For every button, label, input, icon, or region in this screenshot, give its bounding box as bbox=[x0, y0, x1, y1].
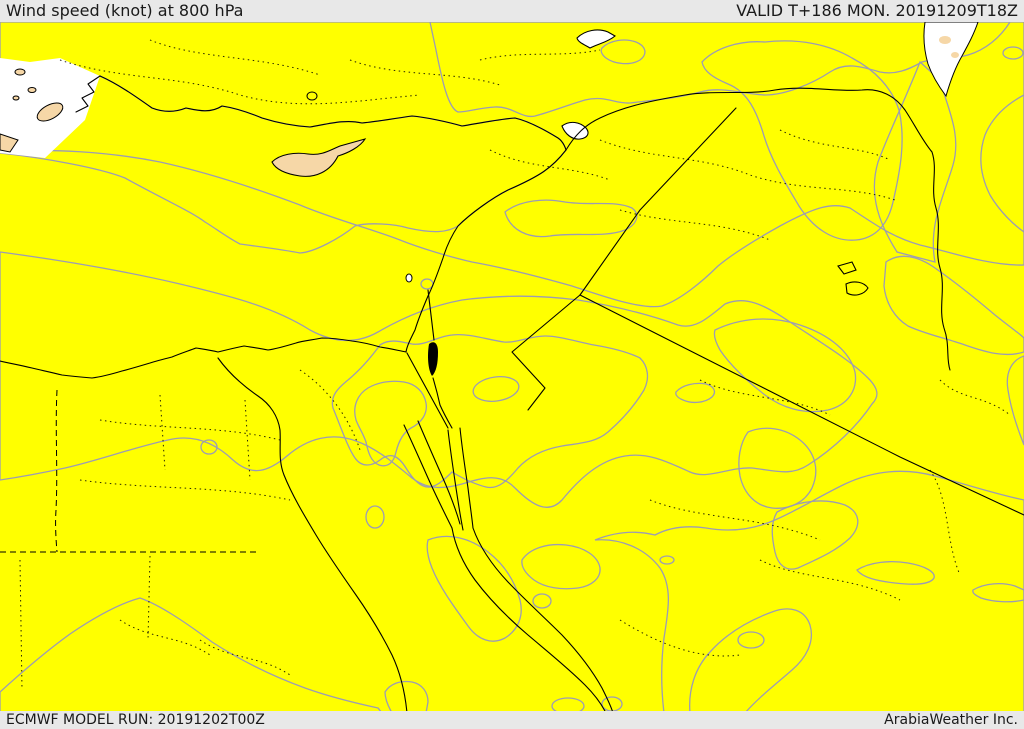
red-sea-east-shore bbox=[472, 527, 613, 711]
region-southwest-tan bbox=[0, 597, 382, 711]
yellow-pockets-southeast bbox=[689, 318, 859, 711]
region-gold-west-center bbox=[0, 251, 878, 508]
region-nile-calm-spot bbox=[384, 680, 429, 711]
region-base-yellow bbox=[0, 22, 1024, 711]
lake-urmia-region bbox=[923, 22, 979, 98]
coastlines bbox=[0, 75, 567, 379]
region-north-tan-band bbox=[0, 22, 1024, 308]
region-gold-sinai-wedge bbox=[426, 535, 522, 642]
sea-of-galilee bbox=[405, 273, 413, 283]
aegean-islands bbox=[0, 68, 64, 153]
branding-label: ArabiaWeather Inc. bbox=[884, 712, 1018, 728]
calm-white-spots bbox=[200, 22, 979, 711]
region-ne-yellow-channel bbox=[873, 60, 957, 263]
border-turkey-syria-iran bbox=[565, 87, 951, 371]
model-run-label: ECMWF MODEL RUN: 20191202T00Z bbox=[6, 712, 265, 728]
gold-band-regions bbox=[0, 40, 1024, 711]
deep-orange-cores bbox=[354, 376, 520, 467]
region-cyprus bbox=[271, 138, 367, 177]
jordan-river bbox=[427, 289, 453, 429]
region-gold-dot-right-edge bbox=[1002, 46, 1024, 60]
iraq-lakes bbox=[837, 261, 869, 296]
region-syria-yellow-lens bbox=[504, 199, 638, 238]
border-egypt-libya bbox=[55, 389, 58, 553]
border-syria-iraq bbox=[579, 107, 737, 296]
lake-tuz bbox=[306, 91, 318, 101]
region-right-edge-yellow-wedge bbox=[980, 94, 1024, 233]
valid-time-label: VALID T+186 MON. 20191209T18Z bbox=[736, 1, 1018, 20]
region-yellow-east-blob bbox=[713, 318, 857, 413]
weather-map bbox=[0, 22, 1024, 711]
dotted-admin-lines bbox=[19, 39, 1011, 691]
region-gold-dot-redsea bbox=[532, 593, 552, 609]
red-sea-gulfs bbox=[403, 420, 613, 711]
lake-assad bbox=[561, 121, 589, 140]
orange-patches-east bbox=[659, 382, 1024, 603]
region-gold-ne-blob bbox=[701, 40, 903, 241]
dead-sea bbox=[428, 342, 438, 376]
header-bar: Wind speed (knot) at 800 hPa VALID T+186… bbox=[0, 0, 1024, 22]
coast-mediterranean bbox=[0, 75, 567, 379]
region-zagros-tan bbox=[883, 255, 1024, 446]
nile-river bbox=[217, 357, 408, 711]
region-gold-southeast bbox=[594, 470, 1024, 711]
lake-fayum bbox=[200, 439, 218, 455]
small-tan-spots bbox=[365, 39, 646, 711]
region-orange-center bbox=[331, 333, 649, 489]
red-sea-west-shore bbox=[451, 527, 606, 711]
coast-aegean-detail bbox=[75, 75, 101, 113]
map-title: Wind speed (knot) at 800 hPa bbox=[6, 1, 244, 20]
lake-van bbox=[576, 29, 616, 49]
dashed-borders bbox=[0, 389, 258, 553]
border-israel-egypt bbox=[406, 352, 449, 429]
footer-bar: ECMWF MODEL RUN: 20191202T00Z ArabiaWeat… bbox=[0, 711, 1024, 729]
border-saudi-iraq bbox=[579, 294, 1024, 516]
region-east-turkey-yellow bbox=[429, 22, 1024, 263]
country-borders bbox=[405, 87, 1024, 516]
border-jordan bbox=[511, 294, 581, 411]
